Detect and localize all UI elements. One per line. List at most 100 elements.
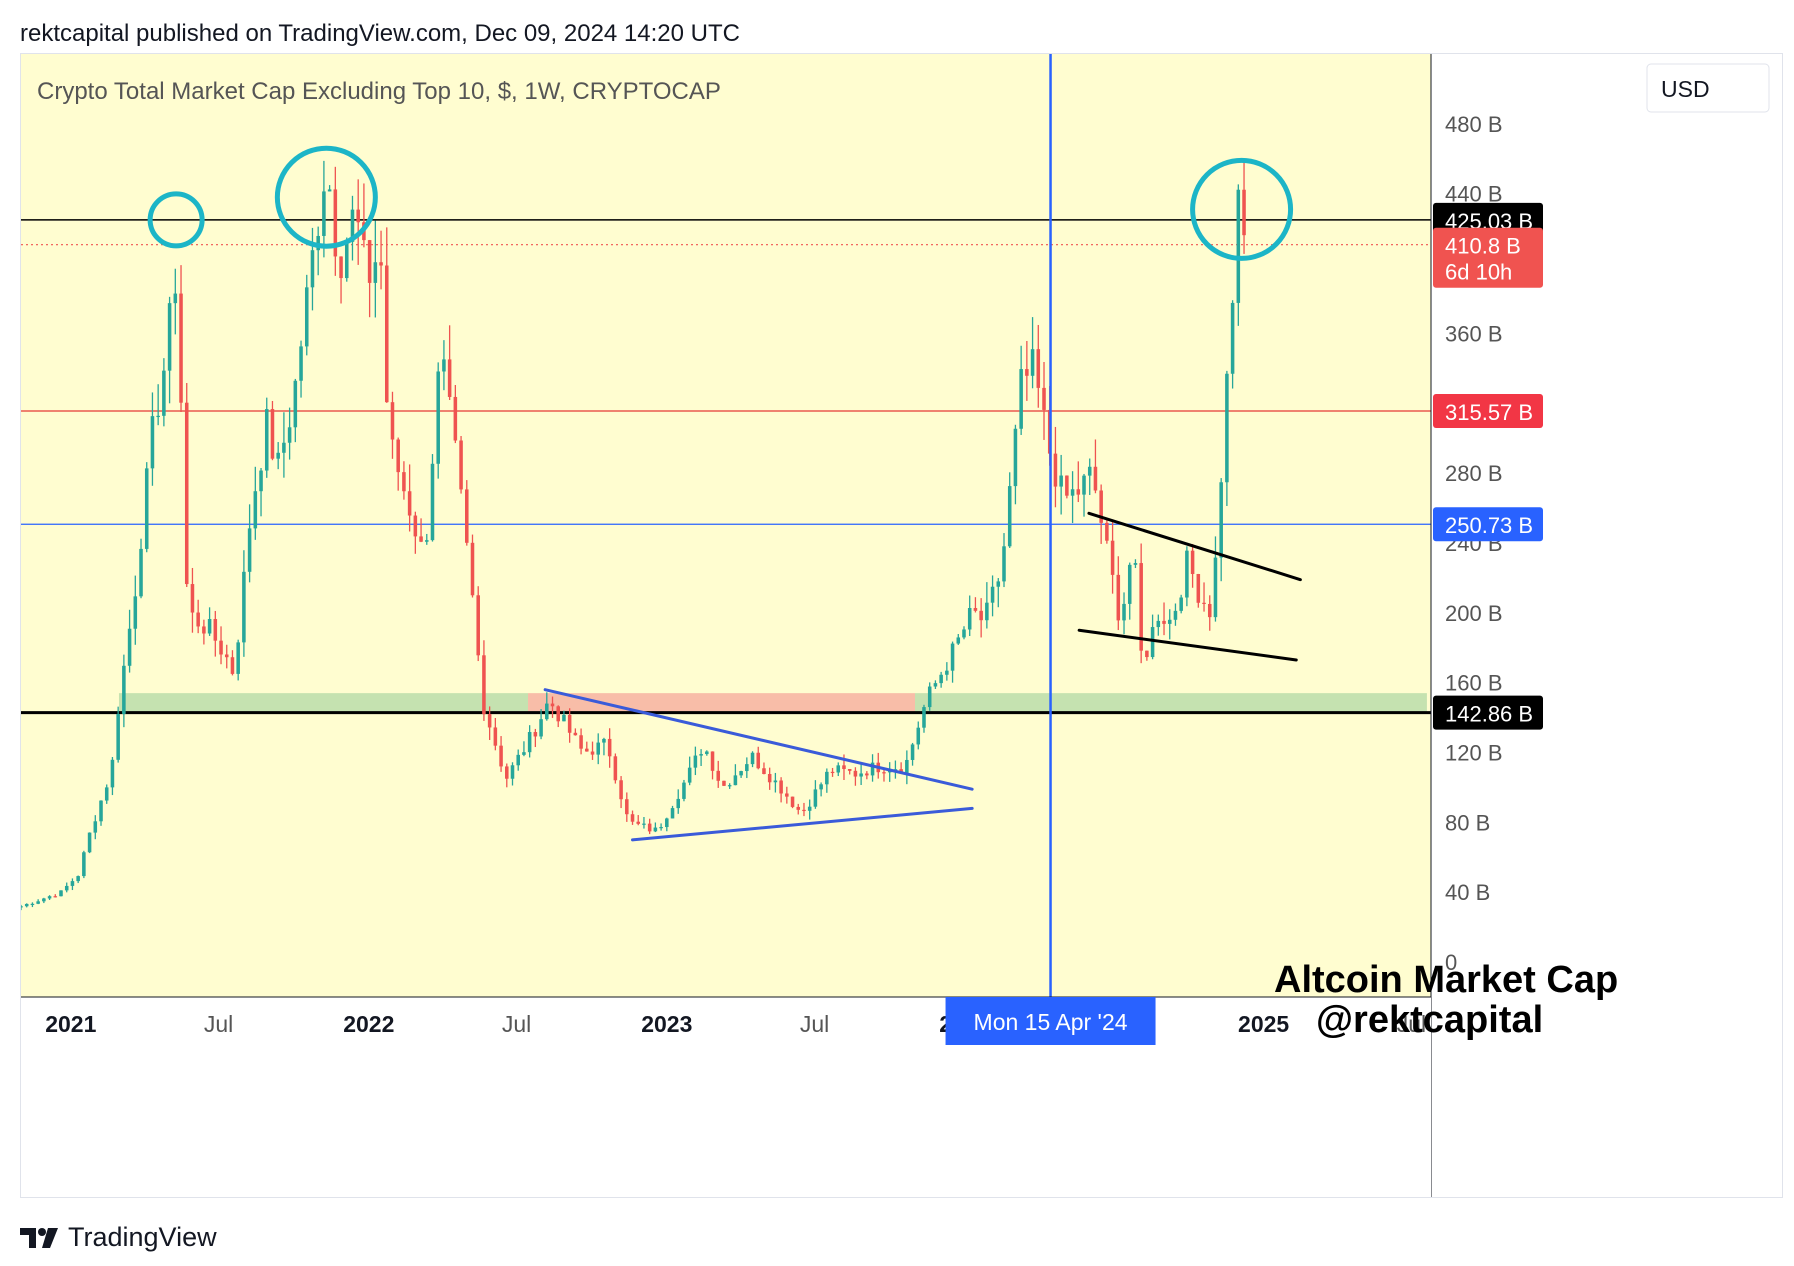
candle-body[interactable] <box>1225 373 1229 483</box>
candle-body[interactable] <box>687 767 692 783</box>
candle-body[interactable] <box>916 727 921 745</box>
candle-body[interactable] <box>459 440 463 490</box>
candle-body[interactable] <box>516 754 520 766</box>
candle-body[interactable] <box>1207 603 1212 618</box>
candle-body[interactable] <box>116 713 120 760</box>
candle-body[interactable] <box>550 703 555 707</box>
candle-body[interactable] <box>1007 486 1012 547</box>
candle-body[interactable] <box>407 491 412 516</box>
candle-body[interactable] <box>1087 466 1092 476</box>
candle-body[interactable] <box>882 772 886 774</box>
candle-body[interactable] <box>156 415 160 418</box>
candle-body[interactable] <box>1196 574 1201 603</box>
candle-body[interactable] <box>322 191 326 236</box>
candle-body[interactable] <box>887 770 892 773</box>
candle-body[interactable] <box>1133 563 1138 565</box>
candle-body[interactable] <box>813 789 818 807</box>
candle-body[interactable] <box>413 515 418 537</box>
candle-body[interactable] <box>53 896 58 898</box>
candle-body[interactable] <box>93 821 98 833</box>
candle-body[interactable] <box>1167 619 1172 624</box>
candle-body[interactable] <box>613 756 618 781</box>
candle-body[interactable] <box>282 442 286 453</box>
candle-body[interactable] <box>70 881 75 886</box>
candle-body[interactable] <box>447 359 452 397</box>
candle-body[interactable] <box>585 748 589 752</box>
candle-body[interactable] <box>425 540 429 542</box>
candle-body[interactable] <box>836 765 841 773</box>
candle-body[interactable] <box>607 738 612 757</box>
candle-body[interactable] <box>1242 189 1246 236</box>
candle-body[interactable] <box>144 468 149 549</box>
candle-body[interactable] <box>533 732 538 737</box>
candle-body[interactable] <box>42 898 46 902</box>
candle-body[interactable] <box>253 491 258 529</box>
candle-body[interactable] <box>1213 557 1218 618</box>
trendline-0[interactable] <box>543 688 974 791</box>
candle-body[interactable] <box>899 769 903 773</box>
candle-body[interactable] <box>287 427 292 443</box>
candle-body[interactable] <box>1093 466 1098 491</box>
candle-body[interactable] <box>522 752 526 755</box>
candle-body[interactable] <box>465 489 469 543</box>
candle-body[interactable] <box>927 686 932 708</box>
candle-body[interactable] <box>453 396 458 441</box>
candle-body[interactable] <box>470 542 475 596</box>
candle-body[interactable] <box>579 735 583 749</box>
candle-body[interactable] <box>739 771 743 776</box>
candle-body[interactable] <box>30 903 35 906</box>
candle-body[interactable] <box>562 714 566 722</box>
candle-body[interactable] <box>1219 482 1223 558</box>
candle-body[interactable] <box>847 769 852 771</box>
candle-body[interactable] <box>796 806 801 810</box>
candle-body[interactable] <box>242 571 246 643</box>
candle-body[interactable] <box>853 770 858 777</box>
candle-body[interactable] <box>396 439 400 473</box>
candle-body[interactable] <box>1162 620 1166 624</box>
candle-body[interactable] <box>276 452 280 459</box>
candle-body[interactable] <box>133 596 138 629</box>
x-axis[interactable]: 2021Jul2022Jul2023Jul20242025JulMon 15 A… <box>21 996 1431 1198</box>
candle-body[interactable] <box>76 876 80 882</box>
candle-body[interactable] <box>636 821 641 824</box>
candle-body[interactable] <box>162 370 166 416</box>
candle-body[interactable] <box>1065 475 1069 496</box>
currency-button[interactable]: USD <box>1646 63 1770 113</box>
candle-body[interactable] <box>213 618 218 641</box>
trendline-2[interactable] <box>1087 511 1302 582</box>
trendlines-layer[interactable] <box>543 511 1302 842</box>
candle-body[interactable] <box>476 595 480 656</box>
candle-body[interactable] <box>487 714 492 728</box>
candle-body[interactable] <box>807 806 812 811</box>
candle-body[interactable] <box>545 703 549 720</box>
candle-body[interactable] <box>1070 489 1075 496</box>
candle-body[interactable] <box>299 346 303 381</box>
candle-body[interactable] <box>682 782 686 799</box>
candle-body[interactable] <box>710 751 715 771</box>
candle-body[interactable] <box>184 402 189 585</box>
candle-body[interactable] <box>1139 563 1143 651</box>
candle-body[interactable] <box>1190 550 1195 575</box>
candle-body[interactable] <box>630 814 635 822</box>
candle-body[interactable] <box>1122 603 1126 621</box>
candle-body[interactable] <box>1179 597 1183 611</box>
candle-body[interactable] <box>402 472 406 492</box>
trendline-3[interactable] <box>1077 628 1298 662</box>
candle-body[interactable] <box>87 832 92 853</box>
candle-body[interactable] <box>1099 490 1103 523</box>
candle-body[interactable] <box>939 674 943 684</box>
candle-body[interactable] <box>933 683 938 687</box>
candle-body[interactable] <box>956 637 961 644</box>
candle-body[interactable] <box>802 809 806 812</box>
circles-layer[interactable] <box>147 145 1294 261</box>
candle-body[interactable] <box>270 409 275 459</box>
candle-body[interactable] <box>676 798 681 809</box>
candle-body[interactable] <box>122 665 126 714</box>
candle-body[interactable] <box>762 768 766 775</box>
candle-body[interactable] <box>505 766 509 779</box>
candle-body[interactable] <box>722 780 726 786</box>
candle-body[interactable] <box>590 751 595 755</box>
candle-body[interactable] <box>442 359 446 372</box>
candle-body[interactable] <box>819 784 823 790</box>
